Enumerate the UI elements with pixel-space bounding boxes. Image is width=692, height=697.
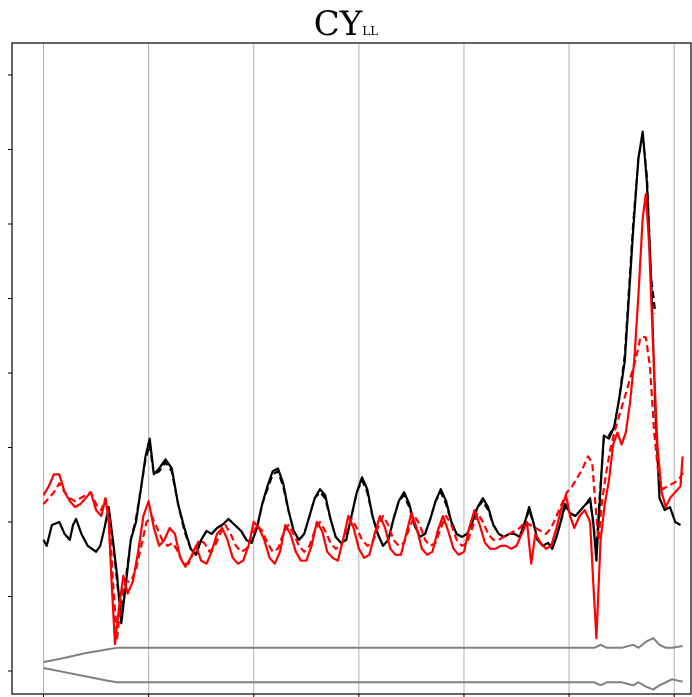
series-line-4 [42,336,685,640]
plot-frame [11,42,692,695]
series-line-3 [42,193,684,646]
chart-title-main: CY [313,4,363,44]
frame-layer [8,42,692,697]
chart-title: CYLL [0,4,692,44]
series-line-2 [111,133,657,619]
series-layer [42,130,685,691]
chart-title-subscript: LL [362,24,379,38]
series-line-5 [43,637,683,664]
series-line-6 [43,667,683,691]
grid-layer [43,43,675,694]
